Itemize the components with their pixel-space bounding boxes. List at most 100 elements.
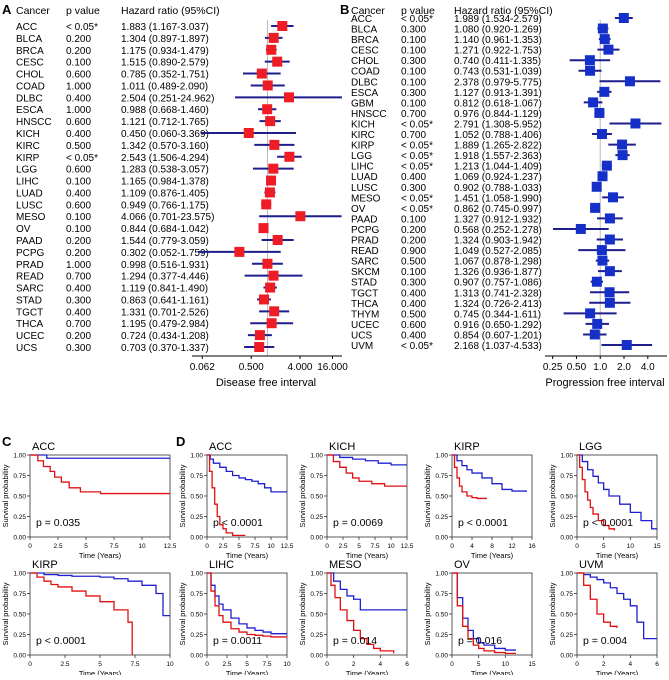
y-axis-title: Survival probability (548, 582, 557, 645)
cancer-label: KIRC (16, 141, 40, 152)
p-value-label: 0.400 (66, 307, 91, 318)
p-value-label: 0.100 (66, 224, 91, 235)
cancer-label: LGG (351, 151, 372, 162)
p-value-label: < 0.05* (66, 22, 98, 33)
y-axis-title: Survival probability (298, 464, 307, 527)
p-value-label: 0.200 (66, 46, 91, 57)
header-cancer: Cancer (351, 5, 385, 17)
cancer-label: KIRP (351, 141, 375, 152)
cancer-label: THCA (351, 299, 379, 310)
p-value-label: 0.400 (401, 299, 426, 310)
cancer-label: MESO (16, 212, 46, 223)
cancer-label: LUAD (351, 172, 378, 183)
cancer-label: UVM (351, 341, 373, 352)
header-p-value: p value (66, 5, 100, 17)
p-value-label: < 0.05* (66, 153, 98, 164)
p-value-annotation: p = 0.004 (583, 635, 627, 647)
x-tick-label: 4.000 (287, 362, 312, 373)
x-tick-label: 0 (205, 661, 209, 668)
y-tick-label: 1.00 (310, 453, 323, 460)
hazard-ratio-label: 1.213 (1.044-1.409) (454, 162, 542, 173)
survival-curve (577, 572, 618, 628)
p-value-label: 0.200 (401, 225, 426, 236)
hazard-ratio-label: 1.109 (0.876-1.405) (121, 188, 209, 199)
hr-marker (591, 276, 602, 287)
x-tick-label: 5 (357, 543, 361, 550)
hr-marker (269, 139, 280, 150)
cancer-label: SARC (16, 284, 44, 295)
x-axis-title: Time (Years) (79, 551, 122, 560)
hazard-ratio-label: 1.989 (1.534-2.579) (454, 14, 542, 25)
y-tick-label: 0.00 (560, 653, 573, 660)
p-value-label: 0.400 (66, 93, 91, 104)
x-tick-label: 5 (245, 661, 249, 668)
x-tick-label: 10 (627, 543, 635, 550)
km-title: LIHC (209, 559, 234, 571)
x-tick-label: 5 (477, 661, 481, 668)
hazard-ratio-label: 1.327 (0.912-1.932) (454, 214, 542, 225)
y-tick-label: 1.00 (190, 453, 203, 460)
hr-marker (599, 86, 610, 97)
hazard-ratio-label: 1.052 (0.788-1.406) (454, 130, 542, 141)
hazard-ratio-label: 0.450 (0.060-3.369) (121, 129, 209, 140)
cancer-label: PRAD (16, 260, 44, 271)
hr-marker (261, 199, 272, 210)
x-tick-label: 1.0 (593, 362, 607, 373)
hazard-ratio-label: 1.121 (0.712-1.765) (121, 117, 209, 128)
hr-marker (268, 163, 279, 174)
y-tick-label: 0.00 (190, 535, 203, 542)
y-tick-label: 0.75 (435, 591, 448, 598)
survival-curve (30, 454, 170, 495)
hazard-ratio-label: 2.504 (0.251-24.962) (121, 93, 214, 104)
x-axis-title: Time (Years) (346, 551, 389, 560)
cancer-label: MESO (351, 193, 381, 204)
p-value-annotation: p = 0.0069 (333, 517, 383, 529)
hr-marker (589, 329, 600, 340)
x-tick-label: 0 (325, 543, 329, 550)
p-value-annotation: p < 0.0001 (213, 517, 263, 529)
hr-marker (617, 139, 628, 150)
hazard-ratio-label: 1.294 (0.377-4.446) (121, 272, 209, 283)
cancer-label: UCEC (351, 320, 379, 331)
km-title: KICH (329, 441, 355, 453)
hr-marker (591, 181, 602, 192)
y-axis-title: Survival probability (423, 582, 432, 645)
hr-marker (597, 23, 608, 34)
hr-marker (266, 175, 277, 186)
p-value-label: < 0.05* (401, 162, 433, 173)
p-value-label: 0.100 (401, 267, 426, 278)
x-tick-label: 7.5 (109, 543, 118, 550)
x-axis-title: Time (Years) (346, 669, 389, 675)
x-tick-label: 12.5 (164, 543, 177, 550)
cancer-label: ACC (16, 22, 37, 33)
km-title: MESO (329, 559, 362, 571)
x-tick-label: 8 (490, 543, 494, 550)
hazard-ratio-label: 1.342 (0.570-3.160) (121, 141, 209, 152)
x-tick-label: 0 (450, 661, 454, 668)
hazard-ratio-label: 1.544 (0.779-3.059) (121, 236, 209, 247)
hazard-ratio-label: 1.011 (0.489-2.090) (121, 81, 208, 92)
km-panel-uvm: UVM 0.00 0.25 0.50 0.75 1.00 0 2 4 6 Time (Years) S… (548, 559, 659, 678)
p-value-annotation: p = 0.0011 (213, 635, 262, 647)
cancer-label: KIRC (351, 130, 375, 141)
hr-marker (259, 294, 270, 305)
km-title: UVM (579, 559, 603, 571)
survival-curve (327, 572, 407, 611)
p-value-annotation: p < 0.0001 (458, 517, 508, 529)
p-value-label: < 0.05* (401, 341, 433, 352)
y-tick-label: 0.25 (560, 514, 573, 521)
km-panel-lihc: LIHC 0.00 0.25 0.50 0.75 1.00 0 2.5 5 7.5 10 Time (… (178, 559, 291, 678)
y-tick-label: 1.00 (560, 453, 573, 460)
y-tick-label: 0.25 (310, 632, 323, 639)
hazard-ratio-label: 1.271 (0.922-1.753) (454, 46, 542, 57)
y-tick-label: 0.75 (560, 473, 573, 480)
km-panel-acc: ACC 0.00 0.25 0.50 0.75 1.00 0 2.5 5 7.5 10 12.5 Tim… (1, 441, 177, 560)
p-value-label: 0.100 (401, 35, 426, 46)
x-tick-label: 16 (528, 543, 536, 550)
p-value-label: 0.600 (66, 117, 91, 128)
x-tick-label: 4 (470, 543, 474, 550)
y-tick-label: 0.25 (190, 514, 203, 521)
y-axis-title: Survival probability (1, 582, 10, 645)
hr-marker (265, 282, 276, 293)
